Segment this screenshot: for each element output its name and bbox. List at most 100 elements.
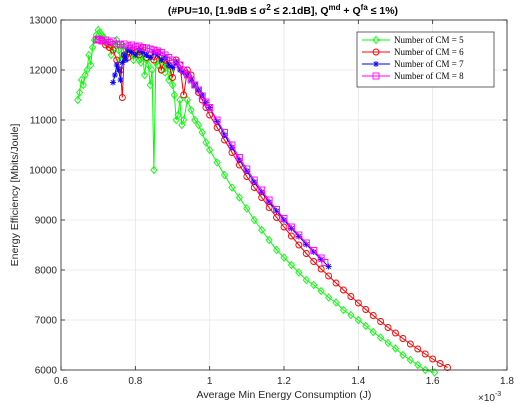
- data-point-diamond: [310, 280, 318, 290]
- data-point-diamond: [107, 50, 115, 60]
- data-point-diamond: [87, 60, 95, 70]
- data-point-circle: [354, 299, 362, 307]
- data-point-square: [146, 45, 154, 53]
- data-point-asterisk: [117, 77, 124, 83]
- data-point-diamond: [191, 115, 199, 125]
- data-point-diamond: [198, 128, 206, 137]
- x-axis-multiplier: ×10-3: [478, 391, 501, 404]
- data-point-square: [94, 35, 102, 43]
- asterisk-stroke: [114, 62, 120, 68]
- data-point-diamond: [421, 365, 429, 375]
- x-tick-label: 0.6: [54, 376, 68, 387]
- data-point-diamond: [399, 350, 407, 360]
- data-point-asterisk: [136, 47, 143, 53]
- data-point-diamond: [79, 80, 87, 90]
- x-tick-label: 1.4: [351, 376, 365, 387]
- data-point-diamond: [74, 95, 82, 105]
- legend: Number of CM = 5 Number of CM = 6 Number o…: [356, 31, 495, 88]
- axis-ticks: 0.6 0.8 1 1.2 1.4 1.6 1.8 6000 7000 8000 9000 10000…: [29, 16, 514, 388]
- data-point-square: [124, 42, 132, 50]
- data-point-circle: [421, 350, 429, 358]
- data-point-circle: [169, 74, 176, 81]
- data-point-asterisk: [158, 57, 165, 63]
- data-point-square: [180, 66, 188, 74]
- data-point-circle: [273, 214, 281, 221]
- data-point-circle: [332, 279, 340, 287]
- asterisk-stroke: [158, 57, 164, 63]
- x-tick-label: 1.6: [426, 376, 440, 387]
- data-point-diamond: [168, 80, 177, 90]
- y-tick-label: 8000: [35, 266, 58, 277]
- asterisk-stroke: [121, 52, 127, 58]
- data-point-diamond: [75, 88, 84, 97]
- data-point-asterisk: [325, 263, 332, 270]
- asterisk-stroke: [123, 57, 129, 63]
- data-point-diamond: [243, 204, 251, 213]
- data-point-diamond: [187, 105, 195, 115]
- data-point-diamond: [83, 65, 91, 75]
- asterisk-stroke: [229, 144, 235, 151]
- asterisk-stroke: [136, 47, 142, 53]
- series-layer: [74, 25, 451, 377]
- data-point-asterisk: [121, 52, 128, 58]
- data-point-diamond: [235, 193, 243, 202]
- data-point-diamond: [325, 293, 333, 302]
- data-point-circle: [325, 272, 333, 280]
- data-point-square: [183, 71, 191, 79]
- data-point-asterisk: [115, 67, 122, 73]
- data-point-asterisk: [119, 59, 126, 66]
- data-point-diamond: [111, 43, 119, 52]
- data-point-diamond: [144, 60, 152, 70]
- data-point-circle: [206, 111, 214, 119]
- data-point-asterisk: [165, 62, 172, 68]
- data-point-circle: [302, 250, 310, 257]
- x-tick-label: 1.2: [277, 376, 291, 387]
- data-point-square: [172, 59, 180, 66]
- legend-marker: [372, 48, 380, 56]
- data-point-diamond: [332, 298, 340, 307]
- data-point-diamond: [384, 338, 392, 348]
- data-point-square: [117, 41, 124, 49]
- legend-entry-label: Number of CM = 8: [394, 71, 464, 81]
- y-tick-label: 11000: [30, 116, 58, 127]
- data-point-square: [176, 61, 184, 69]
- data-point-square: [161, 51, 169, 59]
- asterisk-stroke: [373, 61, 379, 67]
- asterisk-stroke: [119, 59, 125, 66]
- asterisk-stroke: [177, 67, 183, 73]
- data-point-diamond: [250, 215, 258, 225]
- data-point-asterisk: [154, 52, 161, 58]
- data-point-square: [195, 86, 202, 94]
- asterisk-stroke: [143, 52, 150, 58]
- data-point-square: [135, 42, 143, 50]
- data-point-square: [165, 54, 173, 61]
- series-8: [92, 35, 329, 266]
- data-point-diamond: [88, 43, 97, 52]
- data-point-circle: [406, 340, 414, 348]
- asterisk-stroke: [199, 92, 205, 98]
- asterisk-stroke: [266, 199, 272, 205]
- data-point-square: [280, 215, 288, 222]
- data-point-square: [105, 39, 113, 46]
- data-point-diamond: [148, 65, 156, 75]
- data-point-circle: [109, 46, 117, 54]
- data-point-circle: [150, 56, 158, 64]
- data-point-diamond: [302, 275, 310, 285]
- y-tick-label: 10000: [29, 166, 57, 177]
- data-point-circle: [369, 312, 377, 319]
- data-point-square: [139, 44, 147, 51]
- asterisk-stroke: [147, 54, 153, 61]
- asterisk-stroke: [169, 64, 176, 71]
- y-axis-label: Energy Efficiency [Mbits/Joule]: [9, 124, 21, 267]
- data-point-diamond: [165, 75, 173, 85]
- data-point-square: [258, 186, 266, 194]
- data-point-square: [250, 176, 258, 184]
- data-point-diamond: [347, 310, 355, 320]
- asterisk-stroke: [251, 179, 257, 185]
- data-point-circle: [384, 324, 392, 331]
- data-point-square: [235, 154, 243, 161]
- legend-entry-label: Number of CM = 6: [394, 47, 464, 57]
- data-point-diamond: [141, 70, 149, 80]
- data-point-square: [154, 47, 162, 55]
